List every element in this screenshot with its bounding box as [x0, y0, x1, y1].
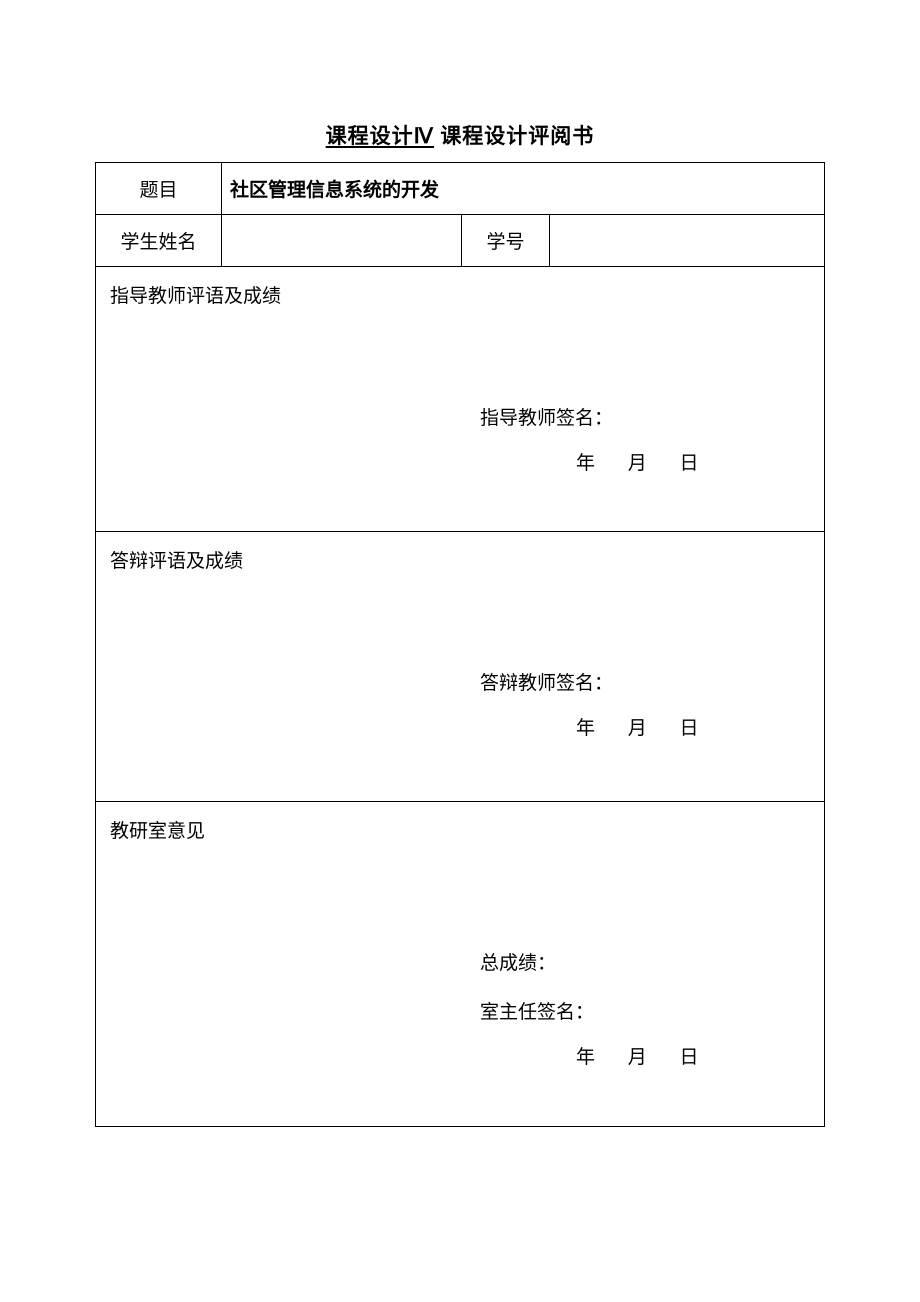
- advisor-signature-block: 指导教师签名： 年 月 日: [110, 403, 810, 475]
- defense-section-row: 答辩评语及成绩 答辩教师签名： 年 月 日: [96, 532, 825, 802]
- advisor-signature-label: 指导教师签名：: [480, 403, 810, 430]
- defense-signature-block: 答辩教师签名： 年 月 日: [110, 668, 810, 740]
- evaluation-form-table: 题目 社区管理信息系统的开发 学生姓名 学号 指导教师评语及成绩 指导教师签名：…: [95, 162, 825, 1127]
- defense-date-line: 年 月 日: [480, 713, 810, 740]
- office-section-label: 教研室意见: [110, 816, 810, 843]
- office-month-label: 月: [628, 1047, 647, 1068]
- student-name-value: [222, 215, 462, 267]
- office-day-label: 日: [680, 1047, 699, 1068]
- advisor-year-label: 年: [576, 453, 595, 474]
- student-row: 学生姓名 学号: [96, 215, 825, 267]
- office-signature-block: 总成绩： 室主任签名： 年 月 日: [110, 948, 810, 1069]
- form-title: 课程设计Ⅳ 课程设计评阅书: [95, 120, 825, 150]
- advisor-section-cell: 指导教师评语及成绩 指导教师签名： 年 月 日: [96, 267, 825, 532]
- office-section-row: 教研室意见 总成绩： 室主任签名： 年 月 日: [96, 802, 825, 1127]
- office-year-label: 年: [576, 1047, 595, 1068]
- office-signature-label: 室主任签名：: [480, 997, 810, 1024]
- defense-signature-label: 答辩教师签名：: [480, 668, 810, 695]
- student-id-label: 学号: [462, 215, 550, 267]
- advisor-section-label: 指导教师评语及成绩: [110, 281, 810, 308]
- student-id-value: [550, 215, 825, 267]
- office-date-line: 年 月 日: [480, 1042, 810, 1069]
- total-score-label: 总成绩：: [480, 948, 810, 975]
- advisor-section-row: 指导教师评语及成绩 指导教师签名： 年 月 日: [96, 267, 825, 532]
- advisor-date-line: 年 月 日: [480, 448, 810, 475]
- defense-section-cell: 答辩评语及成绩 答辩教师签名： 年 月 日: [96, 532, 825, 802]
- topic-row: 题目 社区管理信息系统的开发: [96, 163, 825, 215]
- student-name-label: 学生姓名: [96, 215, 222, 267]
- title-suffix: 课程设计评阅书: [434, 124, 594, 148]
- defense-day-label: 日: [680, 718, 699, 739]
- defense-year-label: 年: [576, 718, 595, 739]
- defense-month-label: 月: [628, 718, 647, 739]
- office-section-cell: 教研室意见 总成绩： 室主任签名： 年 月 日: [96, 802, 825, 1127]
- defense-section-label: 答辩评语及成绩: [110, 546, 810, 573]
- advisor-month-label: 月: [628, 453, 647, 474]
- advisor-day-label: 日: [680, 453, 699, 474]
- topic-label: 题目: [96, 163, 222, 215]
- topic-value: 社区管理信息系统的开发: [222, 163, 825, 215]
- title-prefix: 课程设计Ⅳ: [326, 124, 434, 148]
